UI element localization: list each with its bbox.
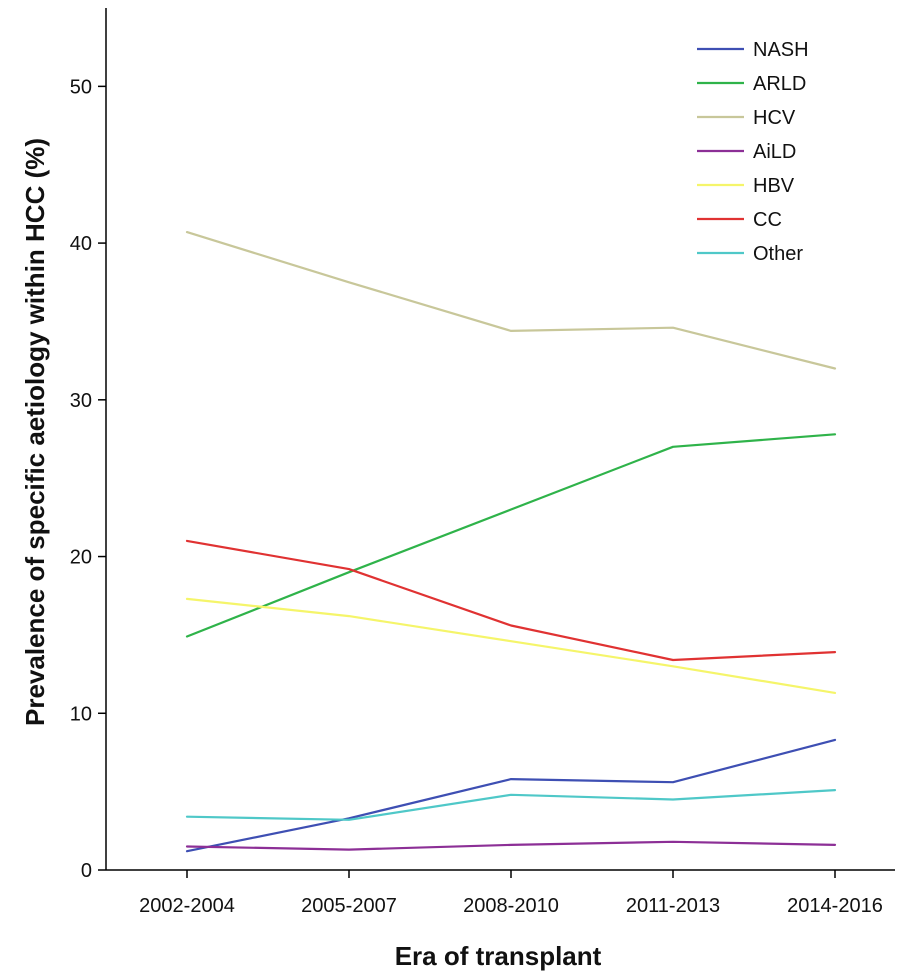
x-tick-label: 2011-2013 (626, 895, 720, 917)
series-line-other (185, 788, 837, 821)
y-tick-label: 40 (70, 233, 92, 255)
y-tick-label: 0 (81, 860, 92, 882)
legend-label-aild: AiLD (753, 141, 796, 163)
axes: 0 10 20 30 40 50 2002-2004 2005-2007 2008-2010 20… (70, 8, 895, 917)
legend-label-other: Other (753, 243, 803, 265)
legend-label-nash: NASH (753, 39, 809, 61)
x-tick-label: 2002-2004 (139, 895, 235, 917)
x-axis-title: Era of transplant (395, 941, 602, 971)
x-tick-label: 2008-2010 (463, 895, 559, 917)
series-line-cc (185, 539, 837, 662)
series-lines (185, 231, 837, 853)
series-line-nash (185, 738, 837, 853)
legend-label-arld: ARLD (753, 73, 806, 95)
series-line-hbv (185, 597, 837, 695)
y-tick-label: 50 (70, 76, 92, 98)
series-line-hcv (185, 231, 837, 370)
y-tick-label: 10 (70, 703, 92, 725)
y-axis-title: Prevalence of specific aetiology within … (20, 138, 50, 726)
y-tick-label: 20 (70, 547, 92, 569)
series-line-arld (185, 433, 837, 638)
legend: NASH ARLD HCV AiLD HBV CC Other (697, 39, 809, 265)
legend-label-hbv: HBV (753, 175, 795, 197)
legend-label-cc: CC (753, 209, 782, 231)
legend-label-hcv: HCV (753, 107, 796, 129)
series-line-aild (185, 840, 837, 851)
x-tick-label: 2014-2016 (787, 895, 883, 917)
y-tick-label: 30 (70, 390, 92, 412)
x-tick-label: 2005-2007 (301, 895, 397, 917)
